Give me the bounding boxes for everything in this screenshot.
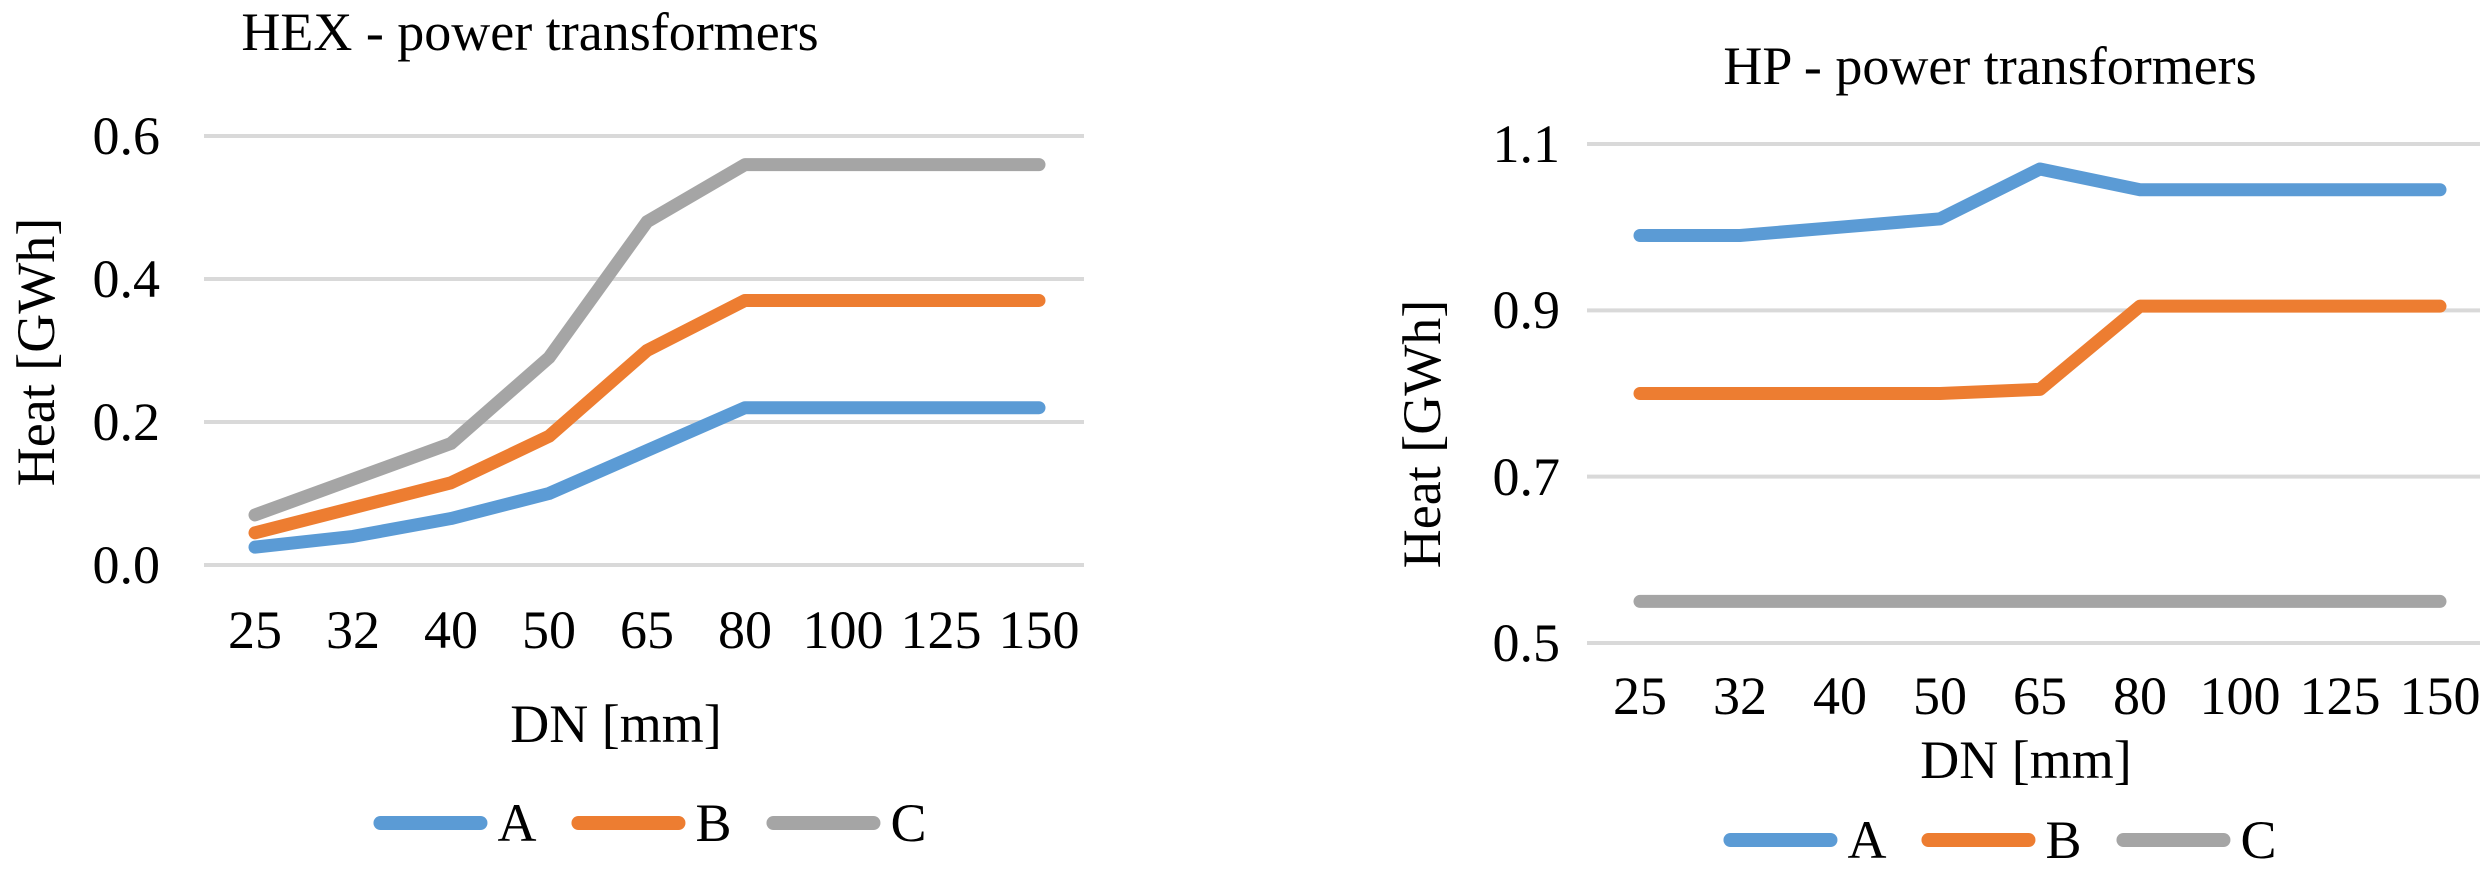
x-tick-label: 80 [2113, 666, 2167, 726]
x-tick-label: 25 [228, 600, 282, 660]
x-tick-label: 32 [326, 600, 380, 660]
x-tick-label: 25 [1613, 666, 1667, 726]
legend-swatch-C [2116, 833, 2231, 847]
chart-hp-legend: A B C [1723, 810, 2277, 870]
x-tick-label: 80 [718, 600, 772, 660]
legend-item-C: C [766, 793, 927, 853]
x-tick-label: 65 [2013, 666, 2067, 726]
x-tick-label: 65 [620, 600, 674, 660]
legend-label: A [497, 793, 537, 853]
legend-item-B: B [1921, 810, 2082, 870]
x-tick-label: 100 [2199, 666, 2281, 726]
legend-swatch-C [766, 816, 881, 830]
y-tick-label: 0.7 [1492, 446, 1561, 507]
legend-swatch-A [1723, 833, 1838, 847]
series-line-A [1633, 162, 2447, 242]
x-tick-label: 32 [1713, 666, 1767, 726]
legend-item-A: A [1723, 810, 1886, 870]
y-tick-label: 0.0 [92, 535, 161, 595]
y-tick-label: 0.9 [1492, 280, 1561, 341]
legend-swatch-B [571, 816, 686, 830]
x-tick-label: 40 [424, 600, 478, 660]
x-tick-label: 150 [2399, 666, 2481, 726]
legend-swatch-A [373, 816, 488, 830]
x-tick-label: 100 [802, 600, 884, 660]
y-tick-label: 0.6 [92, 106, 161, 166]
series-line-B [1633, 299, 2447, 400]
legend-label: A [1847, 810, 1887, 870]
chart-hp-title: HP - power transformers [1723, 36, 2257, 96]
x-tick-label: 125 [900, 600, 982, 660]
chart-hex-x-axis-title: DN [mm] [510, 694, 722, 754]
x-tick-label: 40 [1813, 666, 1867, 726]
chart-hex-legend: A B C [373, 793, 927, 853]
y-tick-label: 0.4 [92, 249, 161, 309]
legend-item-C: C [2116, 810, 2277, 870]
series-line-B [248, 293, 1046, 540]
series-line-A [248, 401, 1046, 554]
legend-item-A: A [373, 793, 536, 853]
x-tick-label: 50 [522, 600, 576, 660]
y-tick-label: 1.1 [1492, 114, 1561, 174]
legend-item-B: B [571, 793, 732, 853]
y-tick-label: 0.2 [92, 392, 161, 452]
x-tick-label: 50 [1913, 666, 1967, 726]
legend-label: B [2045, 810, 2082, 870]
x-tick-label: 150 [998, 600, 1080, 660]
chart-hex-title: HEX - power transformers [241, 2, 819, 62]
series-line-C [248, 158, 1046, 522]
chart-hp-x-axis-title: DN [mm] [1920, 730, 2132, 790]
legend-swatch-B [1921, 833, 2036, 847]
x-tick-label: 125 [2299, 666, 2381, 726]
y-tick-label: 0.5 [1492, 613, 1561, 673]
legend-label: C [2240, 810, 2277, 870]
legend-label: C [890, 793, 927, 853]
legend-label: B [695, 793, 732, 853]
